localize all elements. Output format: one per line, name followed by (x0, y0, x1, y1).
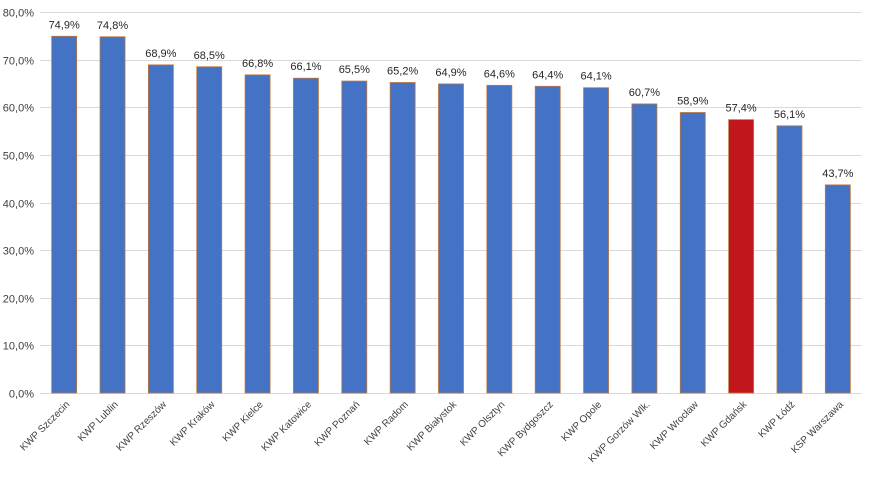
data-label: 64,1% (580, 71, 611, 83)
data-label: 66,8% (242, 58, 273, 70)
category-label: KWP Gdańsk (699, 399, 750, 450)
category-label: KWP Lublin (76, 399, 121, 444)
y-tick-label: 0,0% (9, 389, 34, 401)
category-label: KWP Białystok (405, 399, 460, 454)
y-tick-label: 10,0% (3, 341, 34, 353)
category-label: KWP Olsztyn (458, 399, 507, 448)
data-label: 74,9% (49, 19, 80, 31)
bar (51, 35, 78, 394)
category-label: KWP Wrocław (648, 399, 701, 452)
category-label: KSP Warszawa (789, 399, 846, 456)
category-label: KWP Łódź (757, 399, 798, 440)
y-tick-label: 30,0% (3, 246, 34, 258)
data-label: 43,7% (822, 168, 853, 180)
bar (728, 119, 755, 394)
bar (389, 82, 416, 394)
category-label: KWP Szczecin (18, 399, 72, 453)
bar (679, 112, 706, 394)
data-label: 64,6% (484, 68, 515, 80)
data-label: 58,9% (677, 95, 708, 107)
category-label: KWP Katowice (260, 399, 315, 454)
bar (583, 87, 609, 394)
category-label: KWP Poznań (313, 399, 363, 449)
category-label: KWP Kraków (168, 399, 218, 449)
data-label: 66,1% (290, 61, 321, 73)
y-tick-label: 40,0% (3, 199, 34, 211)
bar (534, 85, 561, 394)
data-label: 64,9% (435, 67, 466, 79)
data-label: 64,4% (532, 69, 563, 81)
bar (341, 80, 368, 394)
y-tick-label: 60,0% (3, 103, 34, 115)
bar (99, 36, 126, 394)
y-tick-label: 20,0% (3, 294, 34, 306)
data-label: 65,2% (387, 65, 418, 77)
bar (438, 83, 464, 394)
bar (631, 103, 658, 394)
y-tick-label: 50,0% (3, 151, 34, 163)
bar (824, 184, 851, 394)
bar (776, 125, 803, 394)
data-label: 68,9% (145, 48, 176, 60)
category-label: KWP Opole (560, 399, 605, 444)
category-label: KWP Radom (362, 399, 411, 448)
data-label: 68,5% (194, 50, 225, 62)
data-label: 56,1% (774, 109, 805, 121)
data-label: 65,5% (339, 64, 370, 76)
bar (293, 77, 319, 394)
category-label: KWP Kielce (221, 399, 266, 444)
data-labels: 74,9% 74,8% 68,9% 68,5% 66,8% 66,1% 65,5% 65,2%… (49, 19, 854, 180)
bar (196, 66, 223, 394)
data-label: 60,7% (629, 87, 660, 99)
y-tick-label: 70,0% (3, 56, 34, 68)
data-label: 57,4% (726, 103, 757, 115)
category-label: KWP Rzeszów (115, 399, 170, 454)
data-label: 74,8% (97, 20, 128, 32)
y-tick-label: 80,0% (3, 8, 34, 20)
bar (244, 74, 271, 394)
bars (51, 35, 851, 394)
bar (147, 64, 174, 394)
bar (486, 84, 513, 394)
y-axis-tick-labels: 0,0% 10,0% 20,0% 30,0% 40,0% 50,0% 60,0% 70,0% 8… (3, 8, 34, 401)
